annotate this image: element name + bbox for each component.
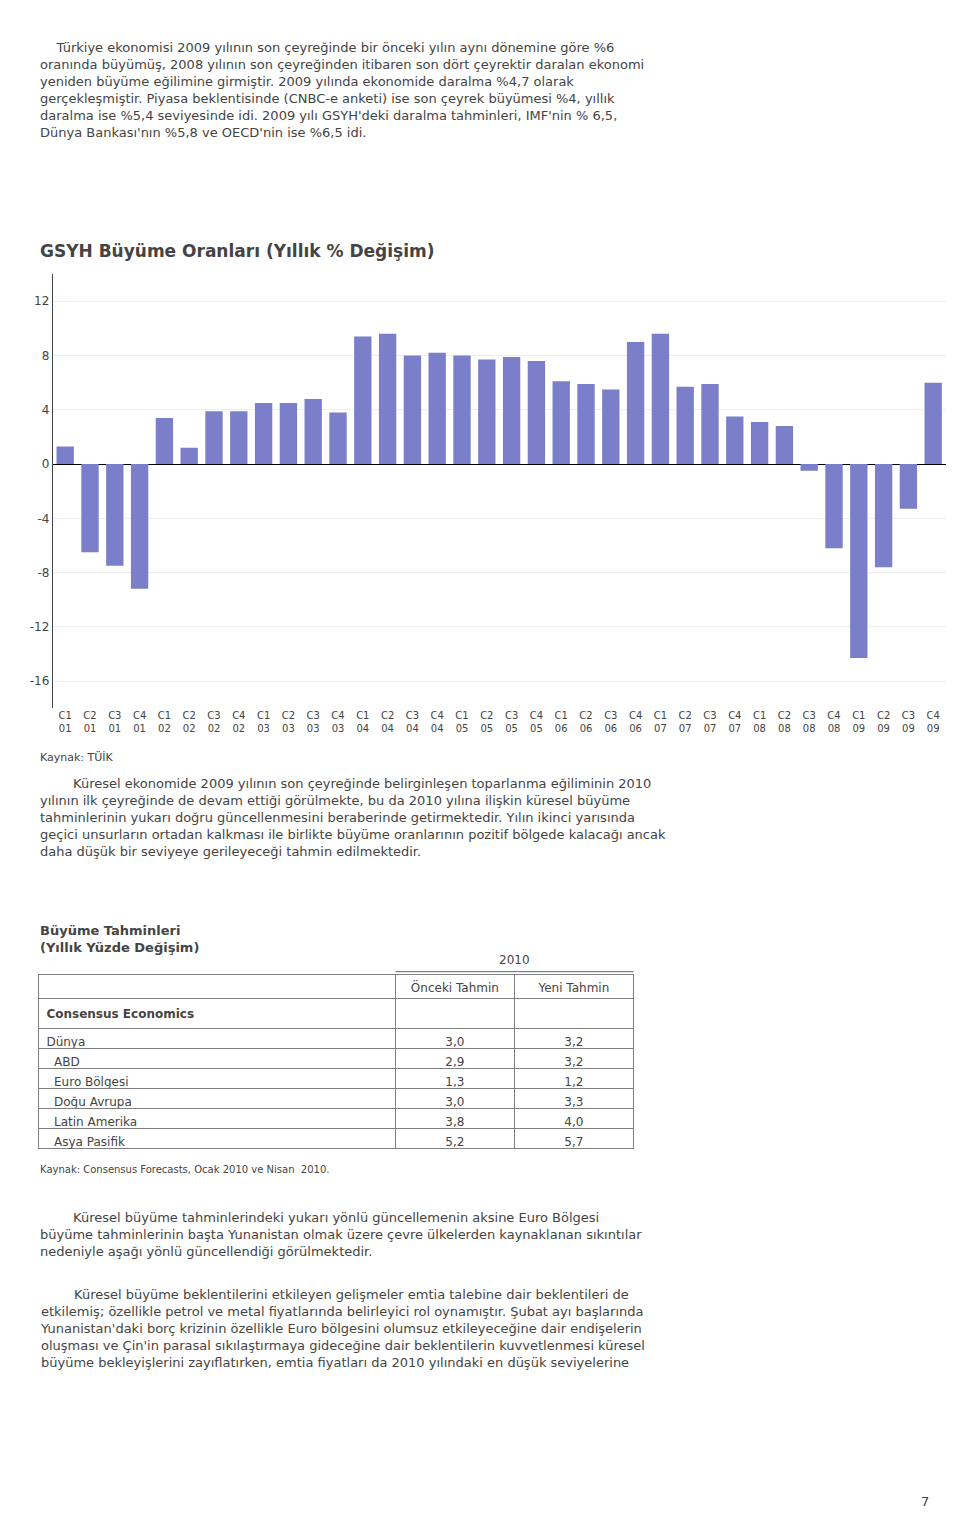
svg-text:1,3: 1,3 [445, 1075, 464, 1089]
svg-text:C409: C409 [927, 710, 940, 734]
svg-text:2010: 2010 [499, 953, 530, 967]
svg-text:GSYH Büyüme Oranları (Yıllık %: GSYH Büyüme Oranları (Yıllık % Değişim) [40, 241, 435, 261]
svg-text:C302: C302 [207, 710, 220, 734]
svg-text:C104: C104 [356, 710, 369, 734]
svg-text:Türkiye ekonomisi 2009 yılının: Türkiye ekonomisi 2009 yılının son çeyre… [40, 40, 644, 140]
svg-text:Asya Pasifik: Asya Pasifik [46, 1135, 125, 1149]
svg-text:C306: C306 [604, 710, 617, 734]
svg-text:3,0: 3,0 [445, 1095, 464, 1109]
svg-text:C307: C307 [703, 710, 716, 734]
svg-text:4,0: 4,0 [564, 1115, 583, 1129]
svg-text:C106: C106 [555, 710, 568, 734]
svg-text:C309: C309 [902, 710, 915, 734]
svg-text:8: 8 [42, 349, 50, 363]
svg-text:C207: C207 [679, 710, 692, 734]
svg-text:Yeni Tahmin: Yeni Tahmin [537, 981, 609, 995]
svg-text:12: 12 [34, 294, 49, 308]
svg-text:C404: C404 [431, 710, 444, 734]
svg-text:ABD: ABD [46, 1055, 79, 1069]
svg-text:C402: C402 [232, 710, 245, 734]
svg-text:3,8: 3,8 [445, 1115, 464, 1129]
svg-text:Önceki Tahmin: Önceki Tahmin [411, 979, 499, 995]
svg-text:C103: C103 [257, 710, 270, 734]
svg-text:-16: -16 [30, 674, 50, 688]
svg-text:3,2: 3,2 [564, 1035, 583, 1049]
svg-text:C102: C102 [158, 710, 171, 734]
svg-text:5,2: 5,2 [445, 1135, 464, 1149]
svg-text:C303: C303 [307, 710, 320, 734]
svg-text:4: 4 [42, 403, 50, 417]
svg-text:C108: C108 [753, 710, 766, 734]
svg-text:5,7: 5,7 [564, 1135, 583, 1149]
svg-text:2,9: 2,9 [445, 1055, 464, 1069]
svg-text:3,0: 3,0 [445, 1035, 464, 1049]
svg-text:C403: C403 [331, 710, 344, 734]
svg-text:C305: C305 [505, 710, 518, 734]
svg-text:C205: C205 [480, 710, 493, 734]
svg-text:Euro Bölgesi: Euro Bölgesi [46, 1075, 128, 1089]
svg-text:C203: C203 [282, 710, 295, 734]
svg-text:C206: C206 [579, 710, 592, 734]
svg-text:C109: C109 [852, 710, 865, 734]
svg-text:Consensus Economics: Consensus Economics [46, 1007, 194, 1021]
svg-text:C204: C204 [381, 710, 394, 734]
svg-text:Küresel ekonomide 2009 yılının: Küresel ekonomide 2009 yılının son çeyre… [40, 776, 666, 859]
svg-text:Küresel büyüme beklentilerini: Küresel büyüme beklentilerini etkileyen … [40, 1287, 645, 1370]
svg-text:Kaynak: TÜİK: Kaynak: TÜİK [40, 751, 114, 764]
svg-text:C401: C401 [133, 710, 146, 734]
svg-text:Latin Amerika: Latin Amerika [46, 1115, 137, 1129]
svg-text:Küresel büyüme tahminlerindeki: Küresel büyüme tahminlerindeki yukarı yö… [40, 1210, 642, 1259]
svg-text:1,2: 1,2 [564, 1075, 583, 1089]
svg-text:C406: C406 [629, 710, 642, 734]
svg-text:Dünya: Dünya [46, 1035, 85, 1049]
svg-text:0: 0 [42, 457, 50, 471]
svg-text:Kaynak: Consensus Forecasts, O: Kaynak: Consensus Forecasts, Ocak 2010 v… [40, 1164, 329, 1175]
svg-text:C301: C301 [108, 710, 121, 734]
svg-text:C107: C107 [654, 710, 667, 734]
svg-text:C105: C105 [455, 710, 468, 734]
svg-text:7: 7 [921, 1494, 929, 1509]
svg-text:C408: C408 [827, 710, 840, 734]
svg-text:3,3: 3,3 [564, 1095, 583, 1109]
svg-text:C304: C304 [406, 710, 419, 734]
svg-text:C208: C208 [778, 710, 791, 734]
svg-text:C308: C308 [803, 710, 816, 734]
svg-text:C201: C201 [83, 710, 96, 734]
svg-text:C209: C209 [877, 710, 890, 734]
svg-text:-12: -12 [30, 620, 50, 634]
svg-text:-4: -4 [37, 512, 49, 526]
svg-text:Büyüme Tahminleri(Yıllık Yüzde: Büyüme Tahminleri(Yıllık Yüzde Değişim) [40, 923, 199, 955]
svg-text:C407: C407 [728, 710, 741, 734]
svg-text:-8: -8 [37, 566, 49, 580]
svg-text:Doğu Avrupa: Doğu Avrupa [46, 1095, 131, 1109]
svg-text:C101: C101 [59, 710, 72, 734]
svg-text:3,2: 3,2 [564, 1055, 583, 1069]
svg-text:C405: C405 [530, 710, 543, 734]
svg-text:C202: C202 [183, 710, 196, 734]
